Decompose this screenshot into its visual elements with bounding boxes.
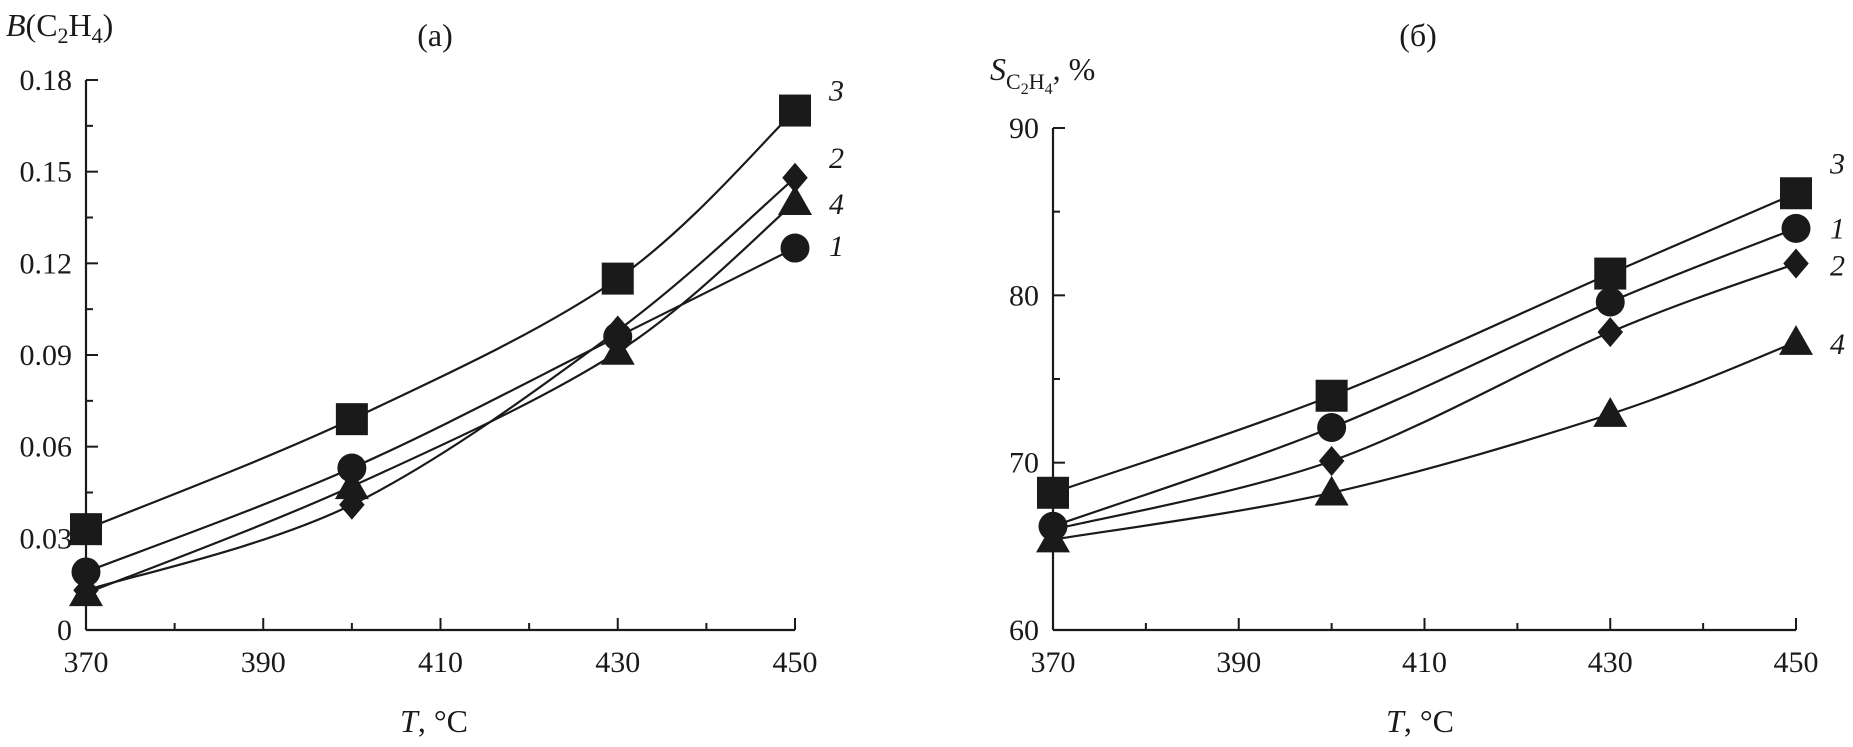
panel-a-y-tick-label: 0.18 xyxy=(20,64,73,97)
panel-a-label: (а) xyxy=(417,17,453,53)
panel-b-series-4-triangle-marker xyxy=(1593,397,1628,427)
panel-b-x-axis-title: T, °C xyxy=(1386,703,1454,739)
panel-a-y-title-sub: C xyxy=(36,7,57,43)
panel-b-y-tick-label: 60 xyxy=(1009,614,1039,647)
panel-b-axes: 370 390 410 430 450 60 70 80 90 xyxy=(1009,112,1819,679)
panel-b-x-title-main: T xyxy=(1386,703,1406,739)
panel-b-label: (б) xyxy=(1399,17,1437,53)
panel-b-y-axis-title: SC2H4, % xyxy=(990,51,1095,98)
panel-a-y-title-close: ) xyxy=(103,7,114,43)
panel-a-series-1-label: 1 xyxy=(829,230,844,263)
panel-b-series-labels: 1 2 3 4 xyxy=(1829,147,1845,361)
panel-a-series-3-square-marker xyxy=(601,262,634,295)
panel-a-curves xyxy=(85,109,796,595)
panel-b-series-1-line xyxy=(1052,227,1797,528)
panel-b-markers xyxy=(1036,177,1813,553)
panel-b-x-tick-label: 370 xyxy=(1031,646,1076,679)
panel-a-y-title-sub4: 4 xyxy=(92,23,103,48)
panel-a-y-tick-label: 0 xyxy=(57,614,72,647)
panel-a-series-labels: 1 2 3 4 xyxy=(828,75,844,263)
panel-a-x-tick-label: 450 xyxy=(773,646,818,679)
panel-b-x-tick-label: 410 xyxy=(1402,646,1447,679)
panel-a-y-tick-label: 0.09 xyxy=(20,339,73,372)
panel-a-y-title-sub3: H xyxy=(69,7,92,43)
panel-b-series-4-triangle-marker xyxy=(1314,475,1349,506)
panel-b-series-2-diamond-marker xyxy=(1783,248,1809,279)
panel-b-series-2-diamond-marker xyxy=(1318,445,1345,476)
panel-a-y-tick-label: 0.15 xyxy=(20,156,73,189)
panel-b-x-title-unit: , °C xyxy=(1404,703,1454,739)
panel-a-series-3-line xyxy=(85,109,796,531)
panel-a-series-4-triangle-marker xyxy=(334,469,369,500)
panel-b-series-1-circle-marker xyxy=(1595,287,1625,317)
panel-a-series-4-label: 4 xyxy=(829,188,844,221)
panel-a-series-3-square-marker xyxy=(70,513,102,546)
panel-b-series-1-label: 1 xyxy=(1830,212,1845,245)
panel-a-series-4-triangle-marker xyxy=(778,185,812,215)
panel-a-series-1-circle-marker xyxy=(337,453,367,483)
panel-a-series-3-label: 3 xyxy=(828,75,844,108)
panel-b-series-4-triangle-marker xyxy=(1036,522,1070,553)
panel-b-y-title-sub: C xyxy=(1006,69,1021,94)
panel-b-series-3-label: 3 xyxy=(1829,147,1845,180)
panel-b-series-3-square-marker xyxy=(1315,379,1348,412)
panel-a-y-title-sub2: 2 xyxy=(58,23,69,48)
panel-a-axes: 370 390 410 430 450 0 0.03 0.06 0.09 0.12 0.15 0.18 xyxy=(20,64,818,679)
panel-a-series-4-triangle-marker xyxy=(69,576,103,607)
panel-a-series-1-circle-marker xyxy=(71,557,101,587)
panel-a-series-2-diamond-marker xyxy=(605,315,631,346)
panel-a-y-title-main: B xyxy=(6,7,26,43)
panel-a-series-2-label: 2 xyxy=(829,142,844,175)
panel-b-series-2-diamond-marker xyxy=(1597,317,1623,348)
panel-a-y-title-open: ( xyxy=(26,7,37,43)
panel-b-series-3-square-marker xyxy=(1780,177,1812,210)
panel-a-markers xyxy=(69,94,812,607)
panel-a-x-tick-label: 370 xyxy=(64,646,109,679)
panel-a-series-3-square-marker xyxy=(335,403,368,436)
panel-a-series-3-square-marker xyxy=(779,94,811,127)
panel-b-series-2-line xyxy=(1052,262,1797,531)
panel-b-series-3-square-marker xyxy=(1037,476,1069,509)
panel-b-y-title-sub3: H xyxy=(1029,69,1045,94)
panel-b-series-4-line xyxy=(1052,341,1797,541)
panel-b-y-title-main: S xyxy=(990,51,1006,87)
panel-b-y-tick-label: 80 xyxy=(1009,279,1039,312)
panel-a-x-axis-title: T, °C xyxy=(400,703,468,739)
panel-a-x-tick-label: 390 xyxy=(241,646,286,679)
panel-a-series-4-triangle-marker xyxy=(600,334,635,365)
panel-b-series-1-circle-marker xyxy=(1781,213,1811,243)
panel-b-series-4-triangle-marker xyxy=(1779,325,1813,355)
panel-b-y-title-sub2: 2 xyxy=(1021,81,1029,98)
panel-b-y-tick-label: 70 xyxy=(1009,447,1039,480)
panel-b-series-3-square-marker xyxy=(1594,257,1627,290)
panel-b: (б) SC2H4, % T, °C 370 390 410 430 450607080… xyxy=(990,17,1845,739)
panel-a-x-title-main: T xyxy=(400,703,420,739)
panel-b-x-tick-label: 430 xyxy=(1588,646,1633,679)
panel-a-x-tick-label: 410 xyxy=(418,646,463,679)
panel-a-series-2-diamond-marker xyxy=(782,162,808,193)
panel-a-x-title-unit: , °C xyxy=(418,703,468,739)
panel-a-series-4-line xyxy=(85,201,796,595)
panel-a-series-2-line xyxy=(85,176,796,592)
panel-a-y-axis-title: B(C2H4) xyxy=(6,7,113,48)
panel-a-y-tick-label: 0.03 xyxy=(20,522,73,555)
panel-a: (а) B(C2H4) T, °C 370 390 410 430 45000.030.… xyxy=(6,7,844,739)
panel-b-series-1-circle-marker xyxy=(1317,413,1347,443)
panel-a-series-1-line xyxy=(85,247,796,573)
panel-b-y-tick-label: 90 xyxy=(1009,112,1039,145)
panel-b-y-title-unit: , % xyxy=(1053,51,1096,87)
panel-b-series-3-line xyxy=(1052,192,1797,494)
panel-b-y-title-sub4: 4 xyxy=(1045,81,1053,98)
panel-a-y-tick-label: 0.12 xyxy=(20,247,73,280)
panel-a-y-tick-label: 0.06 xyxy=(20,431,73,464)
panel-b-x-tick-label: 450 xyxy=(1774,646,1819,679)
panel-b-x-tick-label: 390 xyxy=(1216,646,1261,679)
panel-a-series-1-circle-marker xyxy=(780,233,810,263)
panel-b-series-4-label: 4 xyxy=(1830,328,1845,361)
panel-b-series-2-label: 2 xyxy=(1830,250,1845,283)
panel-a-x-tick-label: 430 xyxy=(595,646,640,679)
panel-b-curves xyxy=(1052,192,1797,541)
